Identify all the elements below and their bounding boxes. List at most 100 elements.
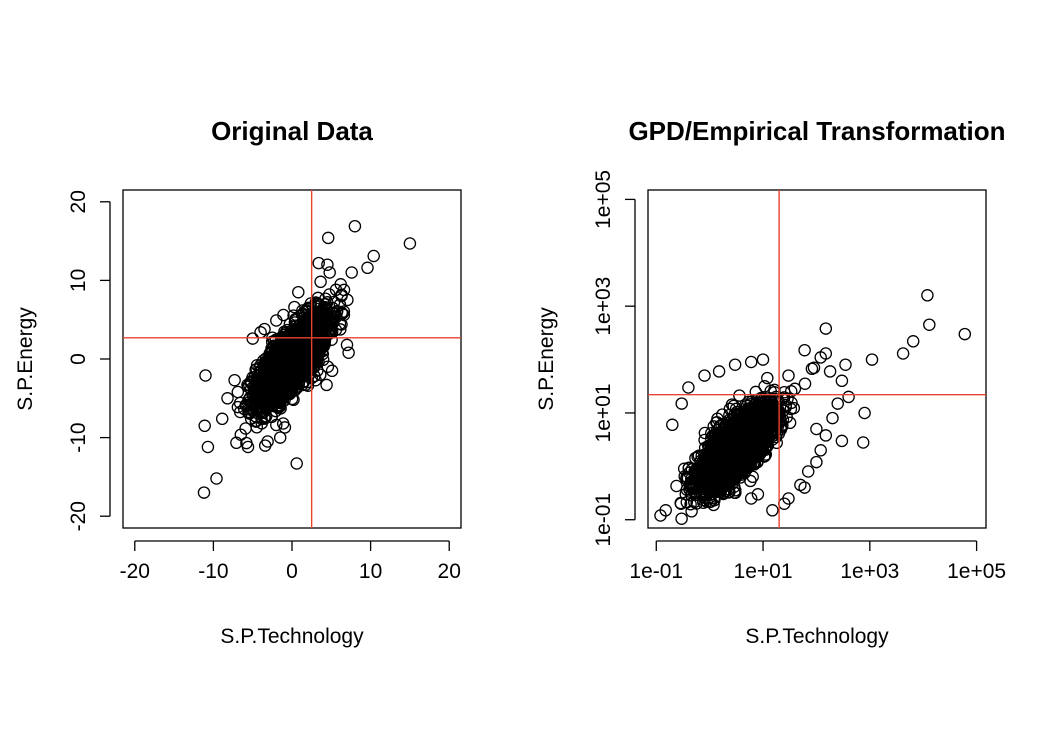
data-point: [198, 419, 211, 433]
data-point: [273, 431, 287, 444]
data-point: [277, 308, 290, 322]
threshold-lines: [648, 190, 986, 528]
data-point: [735, 468, 749, 481]
data-point: [231, 385, 245, 399]
data-point: [744, 355, 758, 369]
data-point: [756, 353, 770, 366]
x-axis-label: S.P.Technology: [220, 625, 364, 648]
data-point: [737, 426, 751, 440]
data-point: [666, 418, 679, 432]
y-tick-label: 0: [67, 353, 90, 365]
data-point: [729, 486, 742, 500]
data-point: [680, 496, 694, 509]
data-point: [303, 317, 317, 330]
data-point: [721, 428, 735, 442]
plot-gpd-empirical-transformation: GPD/Empirical Transformation S.P.Technol…: [535, 116, 1006, 648]
x-tick-label: 1e-01: [629, 560, 683, 583]
data-point: [249, 410, 263, 423]
data-point: [320, 378, 333, 392]
data-point: [311, 291, 325, 305]
data-point: [701, 479, 715, 492]
data-point: [228, 373, 241, 387]
data-point: [670, 479, 683, 493]
data-point: [361, 261, 374, 275]
data-point: [264, 382, 277, 395]
threshold-lines: [123, 190, 461, 528]
plot-original-data: Original Data S.P.Technology S.P.Energy …: [14, 116, 462, 648]
data-point: [291, 349, 304, 362]
data-point: [839, 358, 852, 371]
data-point: [675, 512, 688, 525]
y-tick-label: -10: [67, 422, 90, 452]
data-point: [290, 365, 304, 379]
data-point: [896, 347, 910, 360]
x-tick-label: 1e+01: [734, 560, 793, 583]
data-point: [221, 392, 234, 405]
data-point: [297, 324, 311, 338]
data-point: [713, 430, 727, 444]
data-point: [741, 441, 754, 455]
data-point: [865, 353, 879, 366]
data-point: [761, 371, 774, 385]
data-point: [367, 249, 380, 263]
data-point: [318, 337, 331, 351]
data-point: [258, 322, 271, 336]
data-point: [335, 289, 348, 303]
data-point: [264, 350, 278, 363]
data-point: [826, 411, 839, 425]
data-point: [335, 318, 348, 331]
data-point: [798, 343, 811, 357]
data-point: [713, 485, 726, 498]
y-tick-label: 1e+03: [592, 277, 615, 336]
data-point: [276, 384, 289, 397]
y-axis-label: S.P.Energy: [535, 307, 558, 411]
data-point: [258, 439, 272, 452]
data-point: [258, 357, 272, 370]
x-tick-label: 10: [359, 560, 382, 583]
data-point: [679, 487, 693, 501]
data-point: [712, 365, 726, 378]
data-point: [241, 440, 255, 454]
data-point: [819, 429, 833, 442]
data-point: [264, 366, 278, 379]
data-point: [288, 300, 301, 314]
data-point: [710, 437, 724, 451]
data-point: [785, 396, 798, 410]
data-point: [810, 455, 823, 469]
y-tick-label: -20: [67, 501, 90, 531]
y-tick-label: 1e+05: [592, 170, 615, 229]
x-axis-label: S.P.Technology: [745, 625, 889, 648]
data-point: [747, 410, 761, 424]
data-point: [287, 309, 300, 322]
plot-frame: [122, 189, 462, 529]
data-point: [342, 346, 355, 359]
data-point: [257, 372, 270, 386]
data-point: [842, 390, 855, 404]
data-point: [287, 375, 301, 388]
data-point: [742, 395, 755, 409]
data-point: [250, 359, 264, 372]
data-point: [728, 358, 742, 371]
data-points: [654, 289, 972, 525]
data-point: [735, 444, 748, 457]
y-tick-label: 20: [67, 190, 90, 213]
data-point: [923, 318, 936, 331]
x-tick-label: 0: [286, 560, 298, 583]
data-point: [315, 329, 328, 342]
data-point: [263, 383, 276, 397]
data-point: [798, 481, 811, 494]
data-point: [215, 412, 229, 426]
data-point: [729, 440, 742, 453]
data-point: [325, 364, 339, 378]
x-tick-label: 20: [438, 560, 461, 583]
data-point: [921, 289, 934, 302]
data-point: [270, 418, 283, 432]
data-point: [234, 428, 248, 441]
data-point: [682, 381, 695, 394]
data-point: [337, 308, 351, 322]
data-point: [727, 427, 741, 441]
data-point: [761, 423, 774, 437]
data-point: [316, 311, 330, 325]
